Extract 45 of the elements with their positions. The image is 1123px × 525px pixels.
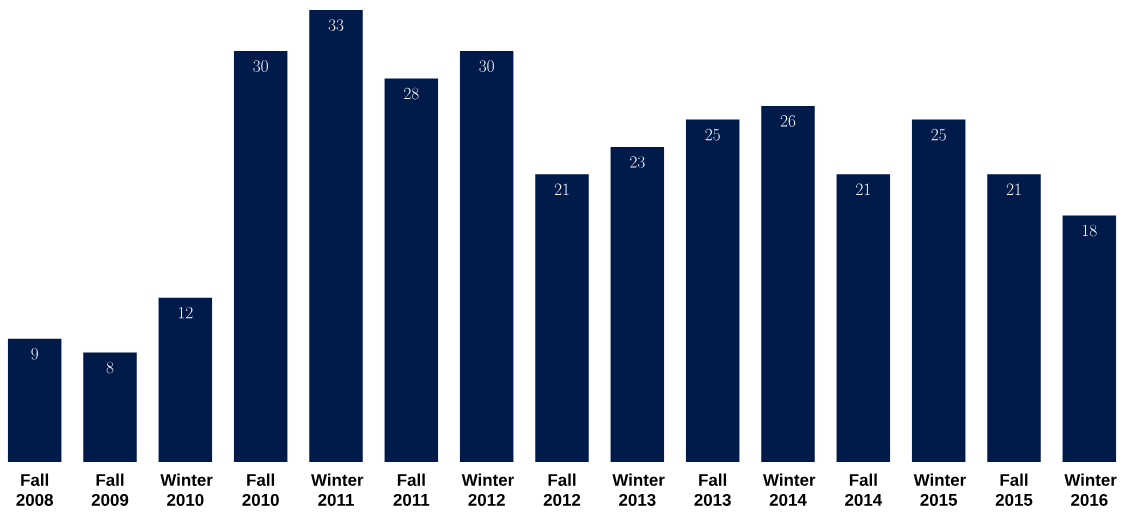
x-tick-label: Fall 2011 (393, 473, 430, 506)
bar (761, 105, 815, 462)
bar (309, 10, 363, 462)
bar (158, 297, 213, 462)
bar (7, 338, 62, 462)
x-tick-label: Winter 2011 (311, 473, 364, 506)
bar (459, 51, 514, 462)
bar (233, 51, 288, 462)
bar (685, 119, 740, 462)
data-label: 21 (856, 183, 870, 195)
data-label: 26 (780, 115, 796, 127)
x-tick-label: Fall 2012 (543, 473, 581, 506)
x-tick-label: Winter 2013 (612, 473, 665, 506)
data-label: 25 (931, 128, 946, 141)
bar (836, 174, 891, 462)
bar (610, 146, 665, 462)
x-tick-label: Winter 2016 (1064, 473, 1117, 506)
x-tick-label: Fall 2008 (16, 473, 53, 506)
bar (1062, 215, 1117, 462)
data-label: 30 (479, 60, 494, 72)
data-label: 8 (106, 361, 114, 374)
data-label: 30 (253, 60, 268, 72)
x-tick-label: Winter 2010 (160, 473, 213, 506)
data-label: 21 (1006, 183, 1021, 195)
x-tick-label: Fall 2009 (91, 473, 129, 506)
x-tick-label: Fall 2010 (242, 473, 279, 506)
data-label: 33 (328, 19, 344, 31)
data-label: 12 (178, 306, 193, 319)
bar (911, 119, 966, 462)
x-tick-label: Winter 2012 (461, 473, 514, 506)
data-label: 21 (554, 183, 569, 195)
bar (535, 174, 589, 462)
data-label: 18 (1082, 224, 1097, 237)
data-label: 28 (404, 87, 419, 100)
x-tick-label: Fall 2014 (845, 473, 883, 506)
x-tick-label: Winter 2014 (763, 473, 816, 506)
x-tick-label: Winter 2015 (913, 473, 966, 506)
bar (384, 78, 439, 462)
data-label: 25 (705, 128, 720, 141)
x-tick-label: Fall 2013 (694, 473, 731, 506)
data-label: 23 (630, 156, 645, 168)
bar (987, 174, 1041, 462)
x-tick-label: Fall 2015 (995, 473, 1033, 506)
bar (83, 352, 137, 462)
data-label: 9 (31, 347, 38, 360)
